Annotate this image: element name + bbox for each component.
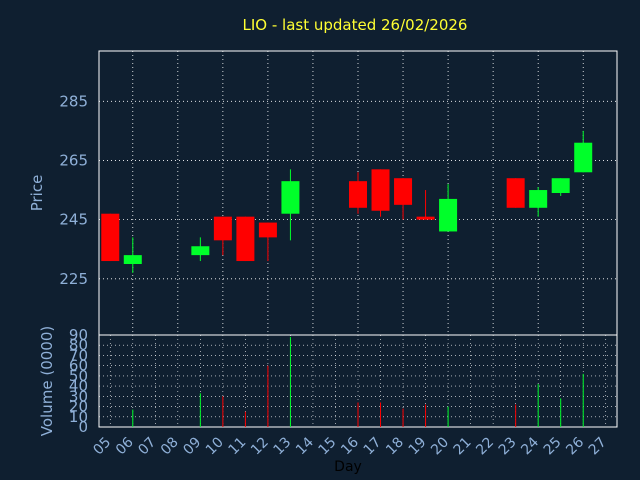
volume-tick-label: 0 bbox=[78, 418, 88, 436]
volume-tick-label: 10 bbox=[69, 408, 88, 426]
candle-body bbox=[213, 216, 232, 241]
volume-tick-label: 40 bbox=[69, 377, 88, 395]
candle-body bbox=[123, 255, 142, 264]
candle-body bbox=[101, 213, 120, 262]
volume-axis-label: Volume (0000) bbox=[38, 326, 56, 436]
candle-body bbox=[416, 216, 435, 220]
candle-body bbox=[236, 216, 255, 262]
candle-body bbox=[574, 142, 593, 173]
volume-tick-label: 60 bbox=[69, 357, 88, 375]
candle-body bbox=[281, 181, 300, 214]
volume-bars bbox=[132, 337, 584, 427]
candle-body bbox=[191, 246, 210, 256]
x-axis-ticks: 0506070809101112131415161718192021222324… bbox=[90, 434, 609, 458]
candle-body bbox=[506, 178, 525, 208]
candle-body bbox=[529, 190, 548, 208]
price-y-ticks: 225 245 265 285 bbox=[59, 92, 88, 288]
x-axis-label: Day bbox=[334, 459, 362, 475]
price-tick-label: 265 bbox=[59, 151, 88, 169]
candle-body bbox=[394, 178, 413, 205]
candle-body bbox=[258, 222, 277, 238]
candle-body bbox=[439, 198, 458, 232]
candle-body bbox=[349, 181, 367, 208]
candle-body bbox=[371, 169, 390, 211]
volume-tick-label: 30 bbox=[69, 387, 88, 405]
volume-tick-label: 70 bbox=[69, 346, 88, 364]
volume-tick-label: 80 bbox=[69, 336, 88, 354]
candles bbox=[101, 130, 593, 273]
price-axis-label: Price bbox=[28, 175, 46, 212]
volume-tick-label: 50 bbox=[69, 367, 88, 385]
candle-body bbox=[551, 178, 570, 193]
price-tick-label: 245 bbox=[59, 211, 88, 229]
price-tick-label: 285 bbox=[59, 92, 88, 110]
volume-tick-label: 20 bbox=[69, 398, 88, 416]
chart-title: LIO - last updated 26/02/2026 bbox=[243, 16, 468, 34]
price-grid bbox=[99, 51, 617, 335]
price-tick-label: 225 bbox=[59, 270, 88, 288]
volume-tick-label: 90 bbox=[69, 326, 88, 344]
price-panel: 225 245 265 285 Price bbox=[28, 50, 618, 336]
